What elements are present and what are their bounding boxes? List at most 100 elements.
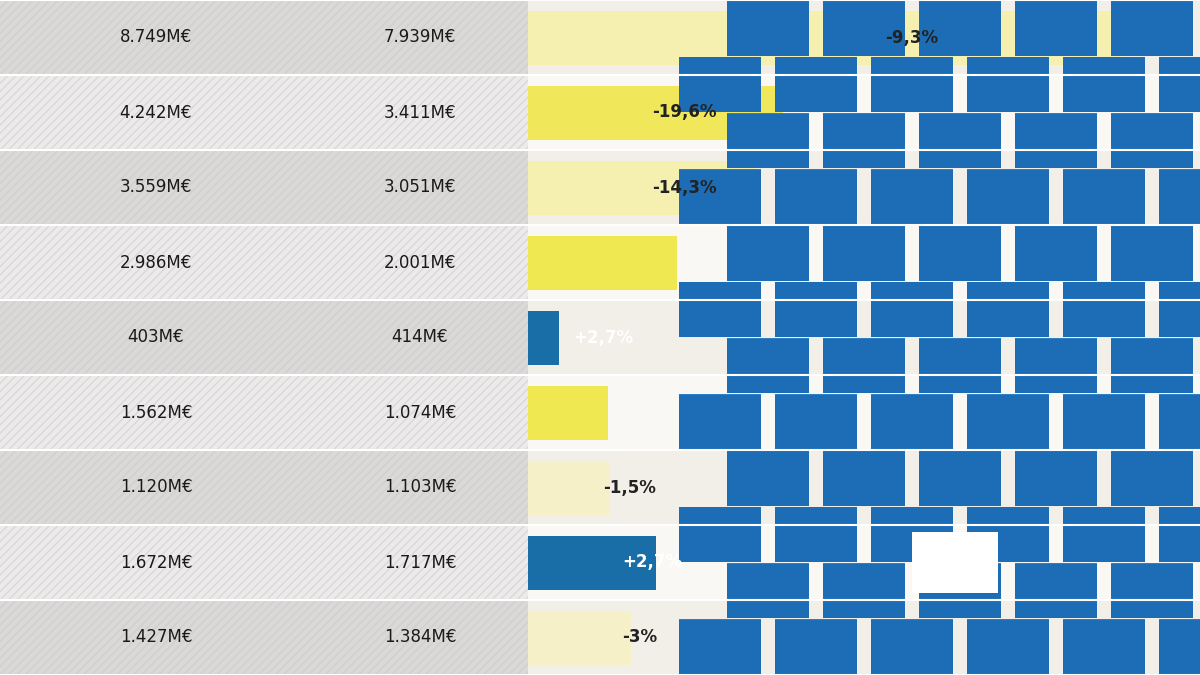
Bar [1159,281,1200,337]
Text: 403M€: 403M€ [127,329,185,346]
Bar [871,394,953,450]
Text: -3%: -3% [622,628,658,647]
Bar [775,281,857,337]
Bar [1159,507,1200,562]
Text: -1,5%: -1,5% [602,479,655,497]
Text: 1.562M€: 1.562M€ [120,404,192,421]
Bar [528,525,1200,600]
Bar [1015,225,1097,281]
Bar [679,394,761,450]
Bar [0,600,528,675]
Bar [528,11,1121,65]
Bar [1063,394,1145,450]
Text: 8.749M€: 8.749M€ [120,28,192,47]
Bar [1063,619,1145,674]
Text: 1.384M€: 1.384M€ [384,628,456,647]
Bar [679,281,761,337]
Bar [967,57,1049,112]
Bar [1159,57,1200,112]
Bar [727,1,809,56]
Bar [0,0,528,75]
Bar [1015,338,1097,394]
Bar [679,57,761,112]
Text: +2,7%: +2,7% [622,554,682,572]
Text: 1.074M€: 1.074M€ [384,404,456,421]
Text: 2.986M€: 2.986M€ [120,254,192,271]
Bar [1015,113,1097,168]
Bar [871,281,953,337]
Bar [528,535,656,589]
Bar [0,150,528,225]
Bar [871,507,953,562]
Bar [528,161,756,215]
Bar [967,507,1049,562]
Bar [528,375,1200,450]
Bar [775,169,857,225]
Bar [775,619,857,674]
Text: 1.120M€: 1.120M€ [120,479,192,497]
Bar [727,338,809,394]
Bar [1063,169,1145,225]
Bar [1111,563,1193,618]
Bar [1015,1,1097,56]
Bar [1111,450,1193,506]
Bar [528,75,1200,150]
Bar [528,450,1200,525]
Bar [727,450,809,506]
Bar [1063,281,1145,337]
Bar [0,525,528,600]
Bar [912,532,998,593]
Bar [727,225,809,281]
Bar [528,600,1200,675]
Bar [823,1,905,56]
Bar [967,619,1049,674]
Text: 2.001M€: 2.001M€ [384,254,456,271]
Bar [0,75,528,150]
Text: 7.939M€: 7.939M€ [384,28,456,47]
Bar [1111,338,1193,394]
Bar [919,1,1001,56]
Bar [0,0,528,75]
Bar [679,507,761,562]
Text: 3.411M€: 3.411M€ [384,103,456,121]
Bar [727,113,809,168]
Bar [1159,619,1200,674]
Bar [1159,169,1200,225]
Bar [919,113,1001,168]
Text: 1.717M€: 1.717M€ [384,554,456,572]
Bar [1063,507,1145,562]
Bar [967,394,1049,450]
Text: -9,3%: -9,3% [886,28,938,47]
Bar [528,0,1200,75]
Text: 3.559M€: 3.559M€ [120,178,192,196]
Bar [0,300,528,375]
Bar [775,57,857,112]
Bar [919,450,1001,506]
Bar [1015,450,1097,506]
Bar [775,394,857,450]
Bar [528,310,559,364]
Bar [0,225,528,300]
Bar [528,300,1200,375]
Bar [528,385,608,439]
Bar [1159,394,1200,450]
Bar [919,338,1001,394]
Bar [775,507,857,562]
Bar [0,600,528,675]
Bar [871,169,953,225]
Bar [0,450,528,525]
Text: 3.051M€: 3.051M€ [384,178,456,196]
Text: 1.672M€: 1.672M€ [120,554,192,572]
Bar [727,563,809,618]
Bar [528,86,782,140]
Bar [1111,225,1193,281]
Bar [0,225,528,300]
Bar [528,610,631,664]
Bar [1111,113,1193,168]
Bar [0,300,528,375]
Bar [0,375,528,450]
Bar [871,619,953,674]
Bar [679,169,761,225]
Text: -14,3%: -14,3% [652,178,716,196]
Bar [1111,1,1193,56]
